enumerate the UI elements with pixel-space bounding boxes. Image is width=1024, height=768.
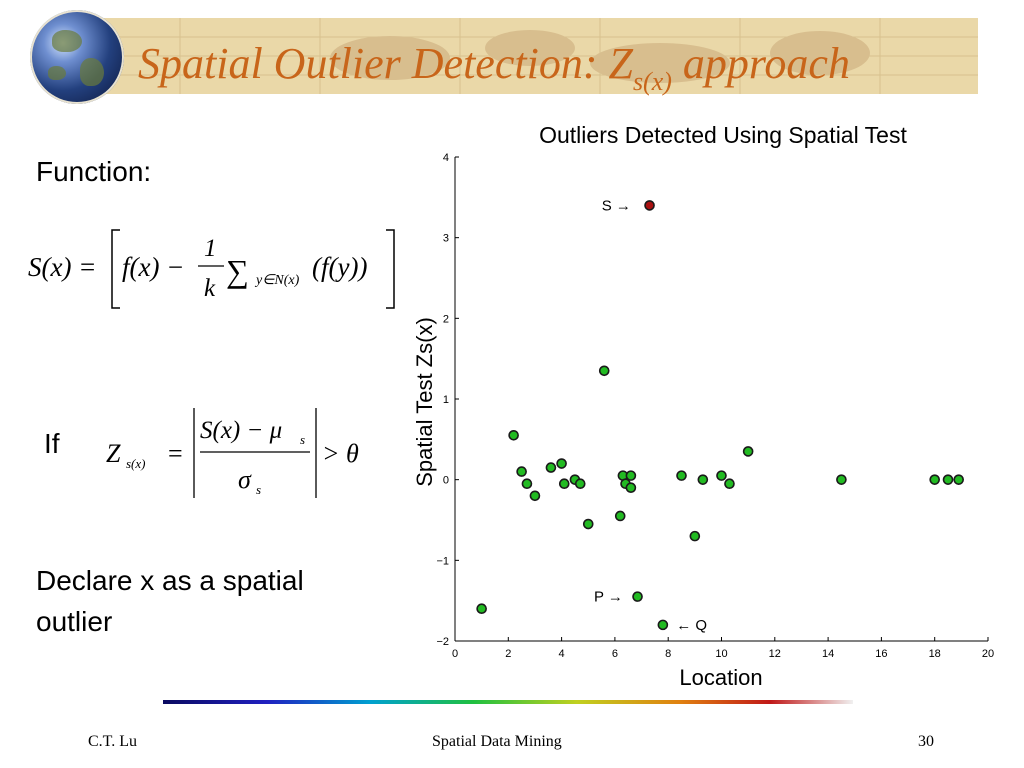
formula2-denominator-subscript: s [256, 482, 261, 497]
formula1-tail: (f(y)) [312, 252, 367, 282]
x-axis-label: Location [679, 665, 762, 690]
data-point [742, 446, 754, 457]
data-point [598, 365, 610, 377]
chart-annotations: S → P → ← Q [594, 197, 707, 633]
data-point [689, 530, 701, 542]
world-map-backdrop [60, 18, 978, 94]
formula2-equals: = [168, 439, 183, 468]
data-point [614, 510, 626, 522]
x-tick-label: 10 [715, 648, 727, 660]
data-point [632, 591, 643, 602]
footer-course: Spatial Data Mining [432, 733, 562, 750]
title-subscript: s(x) [632, 67, 672, 96]
data-point [516, 466, 527, 477]
data-point [724, 478, 735, 490]
chart-points [476, 200, 964, 631]
formula2-z-subscript: s(x) [126, 456, 146, 471]
data-point [942, 474, 954, 485]
y-tick-label: −1 [436, 555, 449, 567]
x-tick-label: 0 [452, 648, 458, 660]
x-tick-label: 14 [822, 648, 834, 660]
formula1-k: k [204, 275, 216, 302]
data-point [476, 603, 487, 615]
outlier-point [644, 200, 655, 211]
formula1-fx: f(x) − [122, 252, 184, 282]
data-point [529, 490, 541, 502]
declare-line-2: outlier [36, 606, 113, 637]
data-point [521, 478, 533, 490]
formula1-one: 1 [204, 235, 217, 262]
title-banner [60, 18, 978, 94]
if-label: If [44, 428, 60, 459]
footer-gradient-bar [163, 700, 853, 704]
x-tick-label: 18 [929, 648, 941, 660]
data-point [574, 478, 586, 490]
globe-logo [30, 10, 124, 104]
formula-s-of-x: S(x) = f(x) − 1 k ∑ y∈N(x) (f(y)) [28, 229, 395, 309]
data-point [545, 462, 557, 473]
title-main: Spatial Outlier Detection: Z [138, 39, 633, 88]
formula1-lhs: S(x) = [28, 252, 96, 282]
formula-z-score: Z s(x) = S(x) − μ s σ s > θ [106, 408, 359, 498]
formula2-numerator-subscript: s [300, 432, 305, 447]
y-tick-label: 0 [443, 475, 449, 487]
formula2-greater-theta: > θ [322, 439, 359, 468]
formula2-z: Z [106, 439, 121, 468]
chart-title: Outliers Detected Using Spatial Test [539, 122, 907, 148]
x-tick-label: 4 [559, 648, 565, 660]
formula1-subscript: y∈N(x) [254, 273, 300, 288]
x-tick-label: 6 [612, 648, 618, 660]
y-tick-label: 3 [443, 233, 449, 245]
function-label: Function: [36, 156, 152, 187]
point-annotation: S → [602, 197, 631, 214]
data-point [558, 478, 570, 490]
y-tick-label: 4 [443, 152, 449, 164]
data-point [625, 482, 637, 494]
formula1-sum: ∑ [226, 253, 249, 289]
data-point [657, 619, 669, 631]
formula2-denominator: σ [238, 465, 252, 494]
footer-page-number: 30 [918, 733, 934, 750]
data-point [508, 429, 519, 441]
data-point [582, 518, 594, 530]
data-point [953, 474, 964, 485]
x-tick-label: 12 [769, 648, 781, 660]
x-tick-label: 20 [982, 648, 994, 660]
footer-author: C.T. Lu [88, 733, 138, 750]
y-axis-label: Spatial Test Zs(x) [412, 317, 437, 487]
data-point [716, 470, 727, 481]
point-annotation: P → [594, 589, 623, 606]
data-point [625, 470, 637, 481]
data-point [676, 470, 687, 481]
y-tick-label: 1 [443, 394, 449, 406]
data-point [556, 458, 567, 469]
data-point [929, 474, 941, 485]
x-tick-label: 16 [875, 648, 887, 660]
scatter-chart: Outliers Detected Using Spatial Test Loc… [412, 122, 994, 690]
y-tick-label: −2 [436, 636, 449, 648]
data-point [836, 474, 847, 485]
chart-axes [454, 157, 988, 642]
slide-title: Spatial Outlier Detection: Zs(x) approac… [138, 38, 850, 96]
data-point [697, 474, 709, 485]
x-tick-label: 8 [665, 648, 671, 660]
x-tick-label: 2 [505, 648, 511, 660]
point-annotation: ← Q [676, 617, 707, 634]
title-tail: approach [671, 39, 850, 88]
declare-line-1: Declare x as a spatial [36, 565, 304, 596]
formula2-numerator: S(x) − μ [200, 417, 282, 444]
y-tick-label: 2 [443, 313, 449, 325]
